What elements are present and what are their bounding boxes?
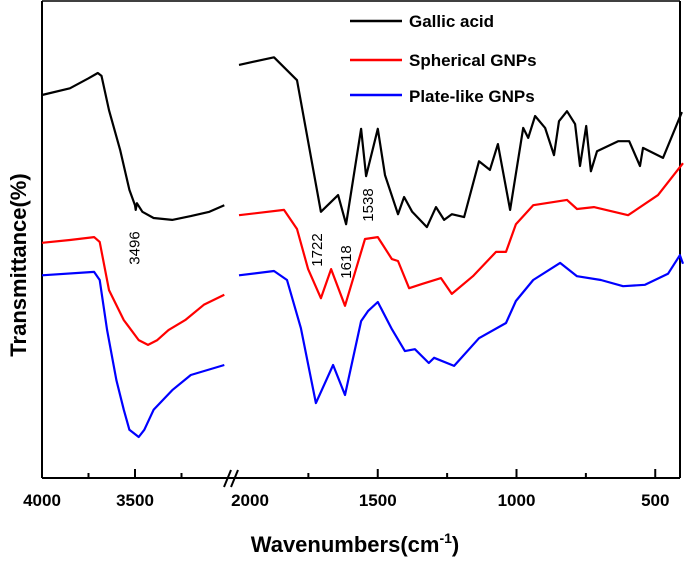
x-tick-label: 500 [641,491,669,510]
legend: Gallic acid Spherical GNPs Plate-like GN… [350,12,537,106]
x-ticks: 4000 3500 2000 1500 1000 500 [23,469,669,510]
x-tick-label: 4000 [23,491,61,510]
x-axis-title-main: Wavenumbers(cm [251,532,440,557]
y-axis-title: Transmittance(%) [6,173,31,356]
peak-annotation-1618: 1618 [338,245,355,278]
series-group [41,56,685,439]
series-line-spherical-gnps-left [41,236,225,346]
series-line-plate-like-gnps-right [238,254,685,405]
peak-annotation-1538: 1538 [360,188,377,221]
plot-frame [41,0,681,488]
series-line-gallic-acid-right [238,56,683,229]
x-axis-title-suffix: ) [452,532,459,557]
x-axis-title-superscript: -1 [439,530,452,546]
peak-annotation-3496: 3496 [127,231,144,264]
legend-label-gallic-acid: Gallic acid [409,12,494,31]
axis-break-icon [223,469,239,488]
x-tick-label: 3500 [116,491,154,510]
legend-label-plate-like-gnps: Plate-like GNPs [409,87,535,106]
x-tick-label: 1000 [498,491,536,510]
series-line-spherical-gnps-right [238,162,684,307]
annotations: 3496 1722 1618 1538 [127,188,378,278]
x-tick-label: 2000 [231,491,269,510]
peak-annotation-1722: 1722 [309,233,326,266]
series-line-gallic-acid-left [41,71,225,221]
series-line-plate-like-gnps-left [41,270,225,439]
x-axis-title: Wavenumbers(cm-1) [251,530,459,557]
x-tick-label: 1500 [359,491,397,510]
legend-label-spherical-gnps: Spherical GNPs [409,51,537,70]
